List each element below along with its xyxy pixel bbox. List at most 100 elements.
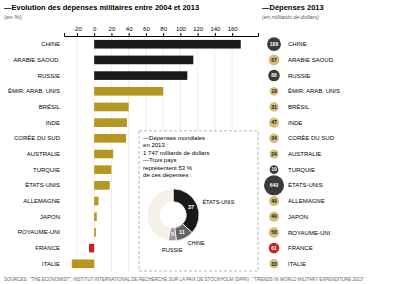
- category-label: FRANCE: [288, 245, 313, 251]
- data-label: 188: [270, 41, 279, 47]
- y-tick: ALLEMAGNE: [23, 198, 63, 204]
- bar: [94, 56, 193, 65]
- bar: [94, 40, 241, 49]
- x-tick-label: 40: [126, 26, 133, 32]
- bar: [94, 103, 128, 112]
- data-label: 47: [271, 119, 277, 125]
- data-label: 37: [188, 204, 194, 210]
- bubble: [269, 243, 280, 254]
- bar: [94, 228, 96, 237]
- category-label: ROYAUME-UNI: [288, 230, 331, 236]
- bubble: [270, 87, 279, 96]
- bar: [94, 71, 187, 80]
- data-label: 58: [271, 229, 277, 235]
- x-tick-mark: [129, 33, 130, 36]
- wedge: [147, 189, 173, 241]
- x-tick-label: 20: [109, 26, 116, 32]
- category-label: BRÉSIL: [288, 104, 310, 110]
- category-label: RUSSIE: [162, 247, 183, 253]
- x-tick-mark: [215, 33, 216, 36]
- data-label: 640: [270, 182, 279, 188]
- title: —Evolution des dépenses militaires entre…: [4, 3, 199, 12]
- data-labels: 37115: [171, 204, 194, 237]
- bar: [94, 118, 127, 127]
- category-label: ITALIE: [42, 261, 60, 267]
- category-label: CORÉE DU SUD: [14, 135, 61, 141]
- y-tick: BRÉSIL: [39, 104, 63, 110]
- wedge: [173, 189, 199, 233]
- data-label: 61: [271, 245, 277, 251]
- x-tick-label: 100: [176, 26, 187, 32]
- bar: [94, 212, 97, 221]
- bubble: [269, 55, 280, 66]
- category-label: ÉTATS-UNIS: [202, 199, 234, 205]
- x-tick: 0: [93, 26, 97, 36]
- bubble: [268, 70, 279, 81]
- y-tick: INDE: [46, 120, 63, 126]
- x-tick: 120: [193, 26, 204, 36]
- category-label: BRÉSIL: [39, 104, 61, 110]
- x-tick: 160: [228, 26, 239, 36]
- x-tick-label: 140: [210, 26, 221, 32]
- x-tick: 60: [143, 26, 150, 36]
- subtitle: (en milliards de dollars): [262, 14, 319, 20]
- category-label: CORÉE DU SUD: [288, 135, 335, 141]
- bubble: [269, 259, 278, 268]
- x-tick-label: 0: [93, 26, 97, 32]
- x-tick: 80: [160, 26, 167, 36]
- category-label: RUSSIE: [38, 73, 60, 79]
- data-labels: 18867881931473424196404949586133: [270, 41, 279, 267]
- data-label: 19: [271, 88, 277, 94]
- y-tick: ÉTATS-UNIS: [25, 182, 63, 188]
- category-label: ÉTATS-UNIS: [25, 182, 60, 188]
- category-label: CHINE: [188, 240, 205, 246]
- x-tick-label: 80: [160, 26, 167, 32]
- chart: —Evolution des dépenses militaires entre…: [0, 0, 400, 284]
- data-label: 88: [271, 72, 277, 78]
- bar: [94, 87, 163, 96]
- category-label: AUSTRALIE: [288, 151, 321, 157]
- bubble: [264, 175, 284, 195]
- category-label: CHINE: [41, 41, 60, 47]
- bubble: [269, 102, 278, 111]
- y-tick: ITALIE: [42, 261, 63, 267]
- y-tick: RUSSIE: [38, 73, 63, 79]
- y-tick: CORÉE DU SUD: [14, 135, 63, 141]
- data-label: 33: [271, 261, 277, 267]
- bubble: [269, 149, 278, 158]
- wedge: [175, 224, 192, 241]
- category-labels: ÉTATS-UNIS CHINE RUSSIE: [162, 199, 235, 253]
- annotation-box: [139, 131, 258, 271]
- x-tick: 140: [210, 26, 221, 36]
- grid-line: [76, 36, 77, 272]
- bubble: [267, 37, 281, 51]
- x-tick-mark: [198, 33, 199, 36]
- bar: [94, 181, 110, 190]
- x-tick-label: 60: [143, 26, 150, 32]
- annotation: en 2013 :: [143, 142, 168, 148]
- bar: [94, 197, 98, 206]
- y-tick: FRANCE: [35, 245, 63, 251]
- chart-container: —Evolution des dépenses militaires entre…: [0, 0, 400, 284]
- bubble: [269, 227, 279, 237]
- category-labels: CHINEARABIE SAOUD.RUSSIEÉMIR. ARAB. UNIS…: [288, 41, 340, 267]
- bar: [89, 244, 94, 253]
- category-label: ÉMIR. ARAB. UNIS: [288, 88, 340, 94]
- category-label: AUSTRALIE: [27, 151, 60, 157]
- category-label: ALLEMAGNE: [23, 198, 60, 204]
- x-tick-mark: [77, 33, 78, 36]
- y-tick: JAPON: [40, 214, 63, 220]
- x-tick: 40: [126, 26, 133, 36]
- bubble: [269, 118, 279, 128]
- x-tick-mark: [94, 33, 95, 36]
- category-label: ITALIE: [288, 261, 306, 267]
- y-tick: CHINE: [41, 41, 63, 47]
- x-axis: -20020406080100120140160: [65, 26, 259, 37]
- y-tick: ÉMIR. ARAB. UNIS: [8, 88, 63, 94]
- x-tick-label: 120: [193, 26, 204, 32]
- bar-chart: —Evolution des dépenses militaires entre…: [4, 3, 365, 282]
- category-label: JAPON: [288, 214, 308, 220]
- x-tick: 20: [109, 26, 116, 36]
- data-label: 19: [271, 166, 277, 172]
- annotation: —Dépenses mondiales: [143, 135, 205, 141]
